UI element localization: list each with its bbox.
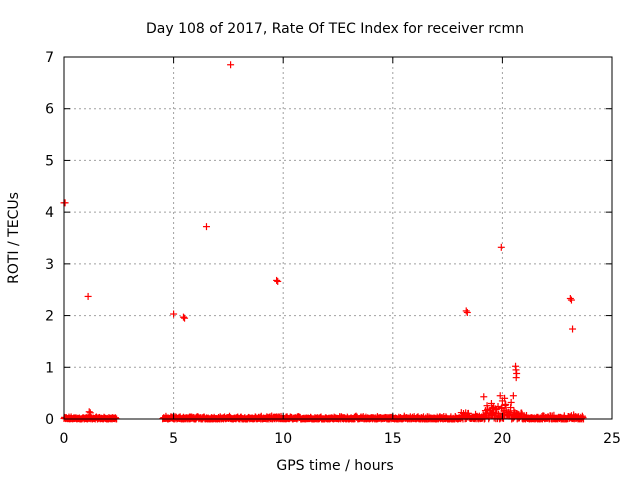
data-point [274,277,282,285]
data-point [179,313,187,321]
data-point [490,404,498,412]
y-tick-label: 4 [45,205,54,221]
y-tick-label: 1 [45,360,54,376]
data-point [509,392,517,400]
data-point [84,292,92,300]
data-point [512,374,520,382]
data-points [60,61,588,423]
data-point [497,243,505,251]
data-point [567,296,575,304]
data-point [463,308,471,316]
y-tick-label: 0 [45,412,54,428]
x-tick-label: 5 [169,431,178,447]
data-point [499,414,507,422]
chart-title: Day 108 of 2017, Rate Of TEC Index for r… [146,21,524,37]
y-tick-label: 7 [45,50,54,66]
data-point [501,394,509,402]
data-point [570,411,578,419]
y-tick-label: 6 [45,102,54,118]
data-point [487,399,495,407]
plot-frame [63,56,613,420]
data-point [566,295,574,303]
x-tick-label: 25 [603,431,621,447]
y-tick-label: 5 [45,153,54,169]
tick-labels: 0 5 10 15 20 25 0 1 2 3 4 5 6 7 [45,50,621,447]
data-point [86,409,94,417]
x-tick-label: 15 [384,431,402,447]
x-axis-label: GPS time / hours [276,458,393,474]
grid-lines [64,57,612,419]
data-point [85,408,93,416]
data-point [507,398,515,406]
y-axis-label: ROTI / TECUs [6,192,22,284]
data-point [181,314,189,322]
data-point [202,223,210,231]
data-point [480,393,488,401]
x-tick-label: 10 [274,431,292,447]
data-point [512,366,520,374]
data-point [273,276,281,284]
x-tick-label: 0 [60,431,69,447]
x-tick-label: 20 [493,431,511,447]
data-point [227,61,235,69]
y-tick-label: 3 [45,257,54,273]
data-point [61,199,69,207]
data-point [170,310,178,318]
data-point [462,307,470,315]
data-point [569,325,577,333]
data-point [496,392,504,400]
y-tick-label: 2 [45,309,54,325]
